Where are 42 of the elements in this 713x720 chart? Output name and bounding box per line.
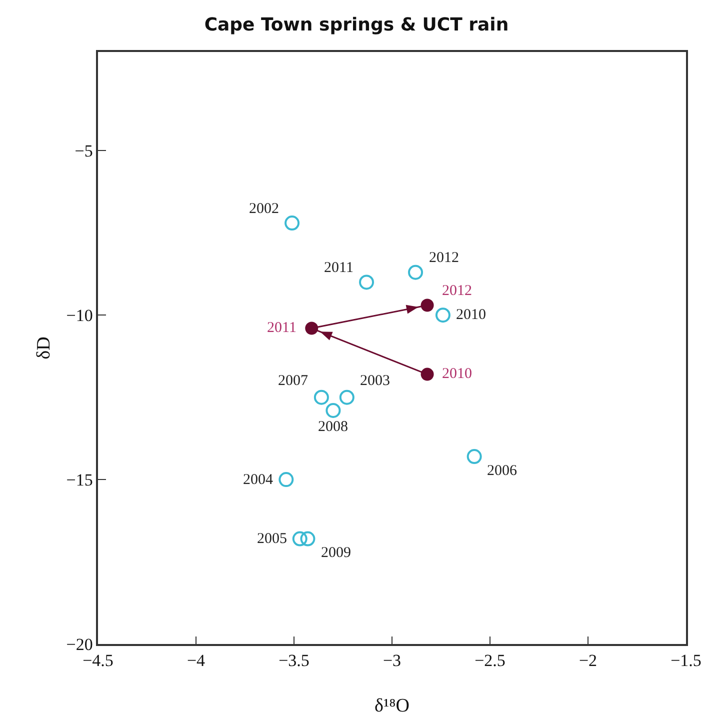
x-tick-label: −4 (186, 651, 206, 670)
annotation: 2010 (442, 366, 472, 382)
point (408, 264, 424, 280)
chart-title: Cape Town springs & UCT rain (204, 14, 509, 36)
annotation: 2006 (487, 463, 518, 479)
annotation: 2011 (267, 320, 296, 336)
x-tick-label: −4.5 (82, 651, 114, 670)
annotation: 2012 (429, 250, 459, 266)
point (435, 308, 450, 323)
annotation: 2011 (324, 260, 354, 276)
y-tick-label: −10 (66, 306, 93, 326)
point (284, 216, 300, 231)
annotation: 2003 (360, 373, 390, 389)
point (420, 298, 434, 312)
annotation: 2002 (249, 201, 279, 217)
point (326, 402, 341, 418)
point (420, 368, 434, 381)
annotation: 2012 (442, 283, 472, 299)
annotation: 2004 (243, 472, 274, 488)
y-tick-label: −15 (66, 470, 93, 490)
y-tick-label: −5 (74, 142, 93, 161)
x-tick-label: −3 (382, 651, 402, 670)
annotation: 2007 (278, 373, 308, 389)
x-tick-label: −1.5 (670, 651, 702, 670)
point (339, 390, 354, 405)
annotation: 2009 (321, 545, 351, 561)
point (292, 531, 308, 546)
point (300, 531, 316, 546)
x-axis-title: δ¹⁸O (374, 696, 410, 716)
annotation: 2008 (318, 419, 348, 435)
point (359, 274, 374, 290)
point (305, 322, 318, 335)
point (314, 390, 329, 405)
point (278, 472, 294, 488)
y-tick-label: −20 (66, 634, 93, 654)
x-tick-label: −2 (578, 651, 598, 670)
annotation: 2010 (456, 307, 486, 323)
y-axis-title: δD (34, 336, 54, 360)
point (466, 449, 482, 464)
annotation: 2005 (257, 531, 287, 547)
x-tick-label: −3.5 (278, 651, 310, 670)
x-tick-label: −2.5 (474, 651, 506, 670)
